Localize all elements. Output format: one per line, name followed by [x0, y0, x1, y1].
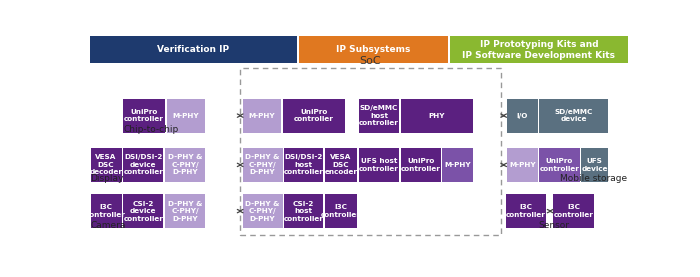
Text: IP Prototyping Kits and
IP Software Development Kits: IP Prototyping Kits and IP Software Deve… [463, 40, 615, 60]
Bar [400, 99, 473, 133]
Text: Camera: Camera [90, 220, 126, 230]
Bar [242, 194, 283, 228]
Bar [325, 194, 357, 228]
Bar [283, 99, 345, 133]
Text: UniPro
controller: UniPro controller [294, 109, 334, 122]
Text: Chip-to-chip: Chip-to-chip [123, 125, 178, 134]
Text: VESA
DSC
decoder: VESA DSC decoder [90, 154, 122, 175]
Bar [358, 99, 399, 133]
Text: PHY: PHY [429, 113, 445, 119]
Text: SD/eMMC
device: SD/eMMC device [554, 109, 593, 122]
Text: I3C
controller: I3C controller [554, 204, 594, 218]
Text: D-PHY &
C-PHY/
D-PHY: D-PHY & C-PHY/ D-PHY [168, 201, 202, 222]
Text: D-PHY &
C-PHY/
D-PHY: D-PHY & C-PHY/ D-PHY [246, 201, 280, 222]
Text: UniPro
controller: UniPro controller [401, 158, 441, 172]
Bar [242, 99, 281, 133]
Text: D-PHY &
C-PHY/
D-PHY: D-PHY & C-PHY/ D-PHY [246, 154, 280, 175]
Bar [358, 148, 399, 182]
Bar [507, 99, 538, 133]
Bar [165, 194, 205, 228]
Text: UFS
device: UFS device [582, 158, 608, 172]
Bar [242, 148, 283, 182]
Bar [506, 194, 546, 228]
Bar [123, 194, 164, 228]
Text: M-PHY: M-PHY [444, 162, 471, 168]
Text: VESA
DSC
encoder: VESA DSC encoder [324, 154, 358, 175]
Bar [450, 36, 628, 63]
Bar [442, 148, 473, 182]
Text: Display: Display [90, 175, 124, 183]
Bar [284, 194, 323, 228]
Bar [325, 148, 357, 182]
Bar [581, 148, 608, 182]
Bar [123, 99, 165, 133]
Text: Mobile storage: Mobile storage [560, 175, 627, 183]
Text: D-PHY &
C-PHY/
D-PHY: D-PHY & C-PHY/ D-PHY [168, 154, 202, 175]
Bar [539, 148, 580, 182]
Text: Sensor: Sensor [538, 220, 570, 230]
Text: I3C
controller: I3C controller [506, 204, 546, 218]
Text: SoC: SoC [360, 56, 382, 66]
Text: UniPro
controller: UniPro controller [124, 109, 164, 122]
Bar [90, 36, 297, 63]
Text: M-PHY: M-PHY [173, 113, 200, 119]
Bar [539, 99, 608, 133]
Bar [553, 194, 594, 228]
Bar [167, 99, 205, 133]
Text: SD/eMMC
host
controller: SD/eMMC host controller [359, 105, 399, 126]
Bar [299, 36, 448, 63]
Text: M-PHY: M-PHY [509, 162, 536, 168]
Bar [165, 148, 205, 182]
Bar [284, 148, 323, 182]
Bar [507, 148, 538, 182]
Bar [90, 148, 122, 182]
Text: IP Subsystems: IP Subsystems [336, 45, 411, 54]
Bar [123, 148, 164, 182]
Text: CSI-2
device
controller: CSI-2 device controller [123, 201, 163, 222]
Text: I/O: I/O [517, 113, 528, 119]
Text: M-PHY: M-PHY [248, 113, 275, 119]
Text: I3C
controller: I3C controller [321, 204, 361, 218]
Text: UFS host
controller: UFS host controller [359, 158, 399, 172]
Bar [90, 194, 122, 228]
Text: I3C
controller: I3C controller [86, 204, 126, 218]
Bar [240, 68, 500, 235]
Text: DSI/DSI-2
host
controller: DSI/DSI-2 host controller [284, 154, 323, 175]
Text: DSI/DSI-2
device
controller: DSI/DSI-2 device controller [123, 154, 163, 175]
Text: UniPro
controller: UniPro controller [540, 158, 580, 172]
Text: Verification IP: Verification IP [158, 45, 230, 54]
Text: CSI-2
host
controller: CSI-2 host controller [284, 201, 323, 222]
Bar [400, 148, 441, 182]
